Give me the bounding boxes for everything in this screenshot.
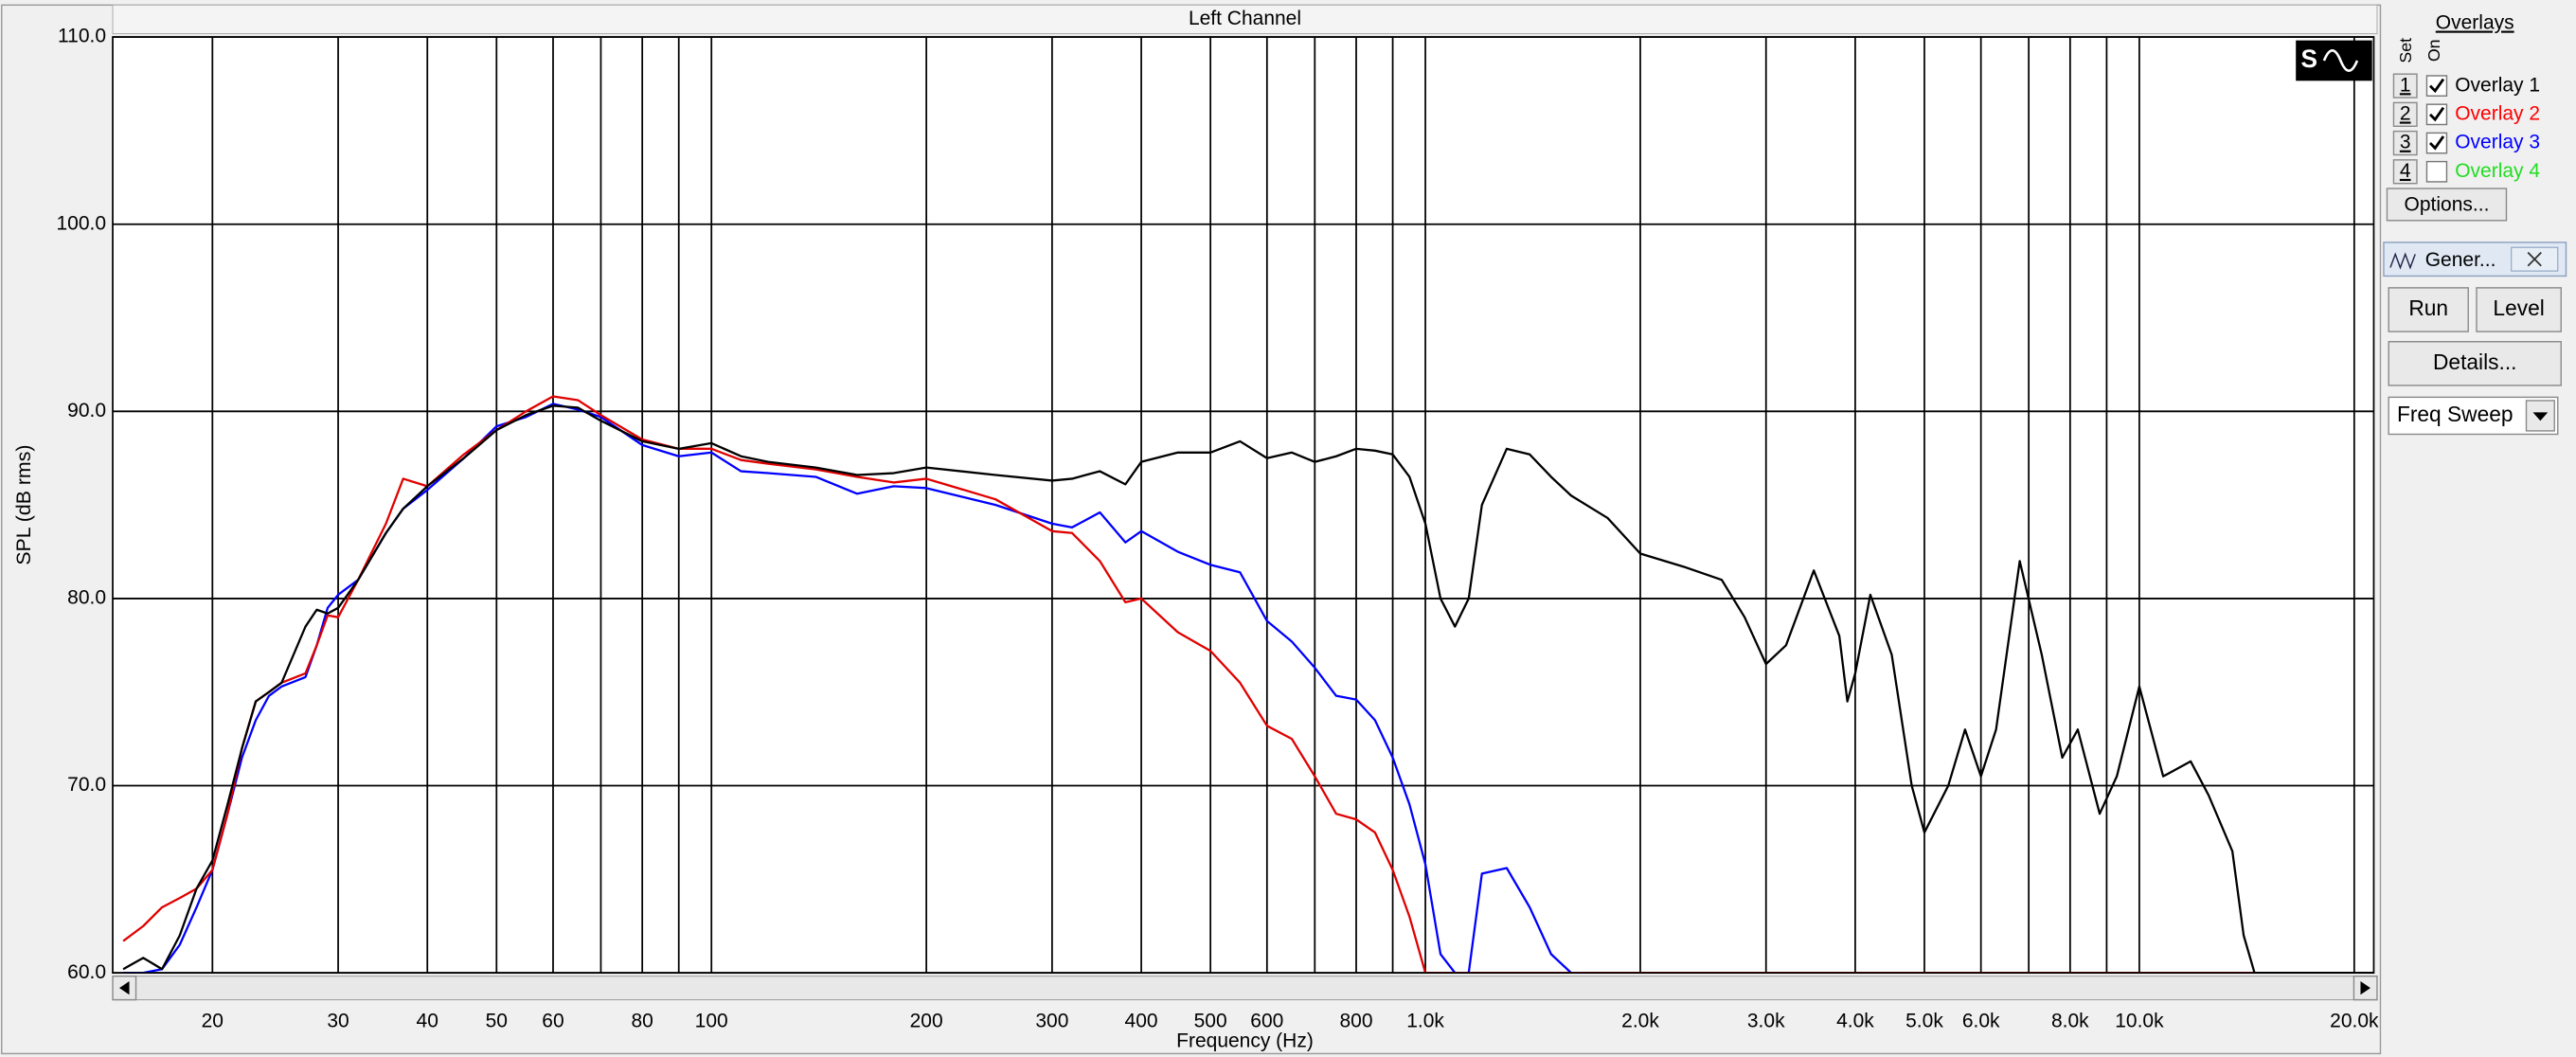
y-tick-label: 60.0 — [67, 961, 106, 983]
y-tick-label: 110.0 — [58, 26, 106, 47]
plot-frame — [112, 36, 2375, 975]
legend-label: Overlay 2 — [2455, 102, 2540, 124]
overlays-title: Overlays — [2436, 11, 2514, 33]
overlay-checkbox[interactable] — [2425, 160, 2448, 183]
legend-label: Overlay 1 — [2455, 74, 2540, 96]
chart-title: Left Channel — [1189, 8, 1301, 29]
legend-label: Overlay 3 — [2455, 132, 2540, 153]
x-tick-label: 100 — [695, 1010, 728, 1031]
x-tick-label: 600 — [1250, 1010, 1283, 1031]
x-tick-label: 20.0k — [2330, 1010, 2379, 1031]
x-tick-label: 50 — [486, 1010, 508, 1031]
x-tick-label: 6.0k — [1962, 1010, 2000, 1031]
x-tick-label: 300 — [1035, 1010, 1068, 1031]
x-tick-label: 80 — [631, 1010, 653, 1031]
checkmark — [2428, 78, 2445, 94]
x-axis-label: Frequency (Hz) — [1176, 1030, 1314, 1052]
dropdown-arrow-icon — [2532, 412, 2549, 421]
set-button[interactable] — [2392, 159, 2418, 185]
y-tick-label: 70.0 — [67, 774, 106, 796]
checkmark — [2428, 135, 2445, 151]
plot-area — [113, 37, 2374, 974]
x-tick-label: 5.0k — [1905, 1010, 1943, 1031]
dropdown-label[interactable]: Freq Sweep — [2397, 402, 2513, 426]
overlay-checkbox[interactable] — [2425, 132, 2448, 154]
title-bar — [112, 4, 2378, 35]
set-button[interactable] — [2392, 73, 2418, 99]
x-tick-label: 400 — [1125, 1010, 1158, 1031]
set-number[interactable]: 1 — [2400, 74, 2411, 96]
run-label[interactable]: Run — [2408, 296, 2448, 320]
x-tick-label: 10.0k — [2115, 1010, 2164, 1031]
set-header: Set — [2396, 38, 2415, 63]
legend-label: Overlay 4 — [2455, 160, 2540, 182]
y-tick-label: 90.0 — [67, 400, 106, 421]
tab-close-x — [2527, 251, 2542, 267]
level-label[interactable]: Level — [2493, 296, 2544, 320]
svg-text:S: S — [2300, 45, 2317, 73]
x-tick-label: 20 — [202, 1010, 224, 1031]
x-tick-label: 30 — [327, 1010, 349, 1031]
on-header: On — [2424, 39, 2443, 62]
x-tick-label: 200 — [910, 1010, 943, 1031]
set-number[interactable]: 3 — [2400, 132, 2411, 153]
y-axis-label: SPL (dB rms) — [13, 445, 35, 565]
x-tick-label: 1.0k — [1406, 1010, 1444, 1031]
set-number[interactable]: 2 — [2400, 102, 2411, 124]
tab-icon — [2389, 252, 2416, 270]
x-tick-label: 8.0k — [2051, 1010, 2089, 1031]
scrollbar[interactable] — [112, 975, 2378, 1001]
x-tick-label: 3.0k — [1747, 1010, 1785, 1031]
details-button[interactable] — [2388, 341, 2562, 386]
options-button[interactable] — [2386, 188, 2508, 222]
lines — [122, 395, 2374, 974]
logo-icon: S — [2296, 40, 2372, 81]
set-button[interactable] — [2392, 130, 2418, 156]
details-label[interactable]: Details... — [2433, 349, 2516, 374]
x-tick-label: 40 — [417, 1010, 438, 1031]
x-tick-label: 60 — [542, 1010, 564, 1031]
tab-close[interactable] — [2511, 246, 2559, 272]
run-button[interactable] — [2388, 287, 2469, 332]
y-tick-label: 80.0 — [67, 586, 106, 608]
x-tick-label: 2.0k — [1621, 1010, 1659, 1031]
series-line — [122, 404, 2374, 974]
tab-title: Gener... — [2425, 249, 2496, 271]
level-button[interactable] — [2476, 287, 2562, 332]
y-tick-label: 100.0 — [56, 212, 106, 234]
x-tick-label: 4.0k — [1836, 1010, 1874, 1031]
x-tick-label: 800 — [1339, 1010, 1372, 1031]
options-label[interactable]: Options... — [2405, 193, 2490, 215]
series-line — [122, 395, 2374, 974]
set-number[interactable]: 4 — [2400, 160, 2411, 182]
overlay-checkbox[interactable] — [2425, 103, 2448, 126]
x-tick-label: 500 — [1194, 1010, 1227, 1031]
checkmark — [2428, 106, 2445, 122]
set-button[interactable] — [2392, 101, 2418, 127]
overlay-checkbox[interactable] — [2425, 75, 2448, 98]
